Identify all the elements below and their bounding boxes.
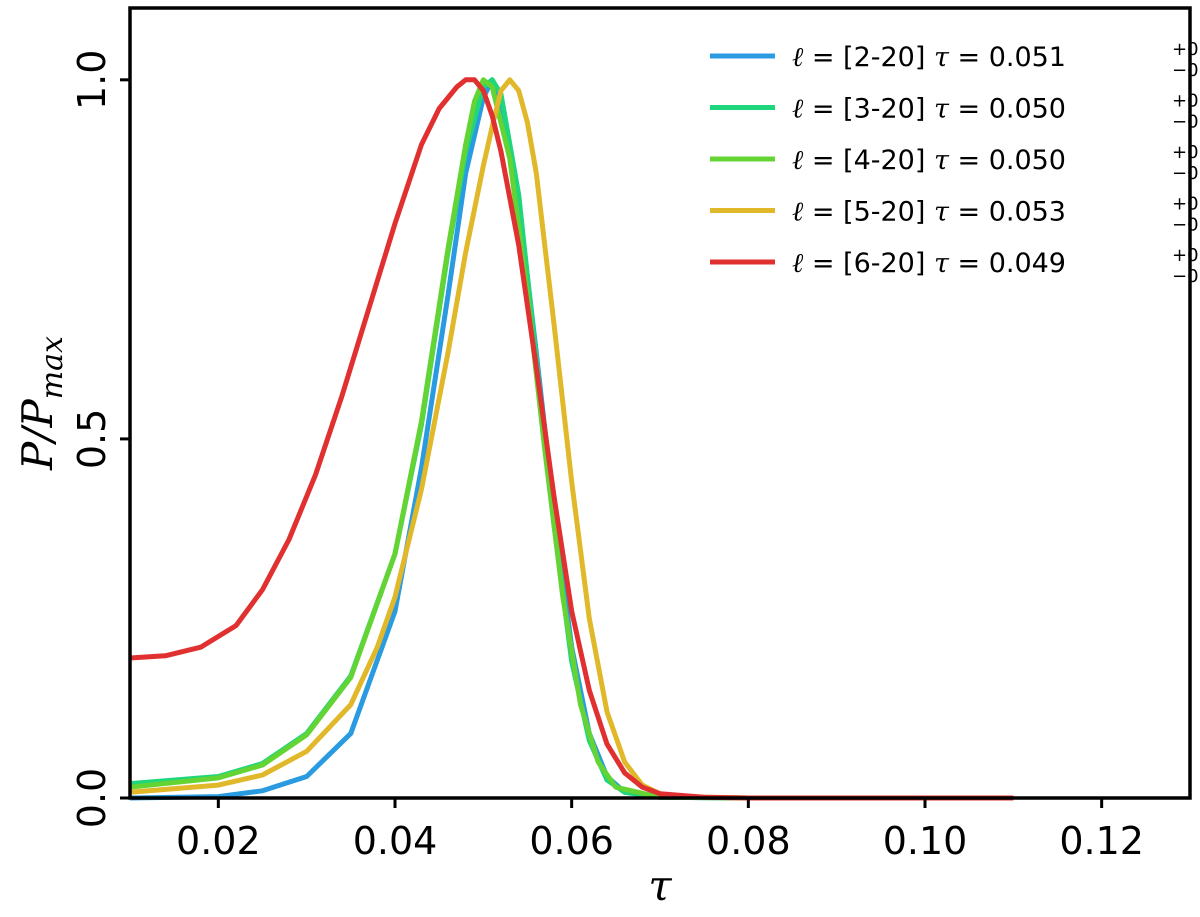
y-axis-label-base: P/P [13,399,62,471]
x-axis-label: τ [648,861,672,910]
series-line-3 [129,77,1014,801]
legend-label: ℓ = [3-20] τ = 0.050+0.006−0.007 [792,91,1200,133]
series-layer [129,77,1014,801]
x-tick-label: 0.02 [176,819,261,863]
legend-item-2: ℓ = [3-20] τ = 0.050+0.006−0.007 [710,91,1200,133]
x-tick-label: 0.04 [353,819,438,863]
legend: ℓ = [2-20] τ = 0.051+0.005−0.006 ℓ = [3-2… [710,39,1200,287]
legend-item-5: ℓ = [6-20] τ = 0.049+0.009−0.014 [710,245,1200,287]
legend-item-4: ℓ = [5-20] τ = 0.053+0.006−0.008 [710,194,1200,236]
x-axis-ticks: 0.02 0.04 0.06 0.08 0.10 0.12 [176,798,1144,863]
y-axis-label: P/Pmax [13,336,70,471]
x-tick-label: 0.06 [529,819,614,863]
x-tick-label: 0.12 [1059,819,1144,863]
y-tick-label: 1.0 [70,50,114,110]
x-tick-label: 0.10 [883,819,968,863]
legend-label: ℓ = [5-20] τ = 0.053+0.006−0.008 [792,194,1200,236]
series-line-5 [129,77,1014,801]
legend-label: ℓ = [2-20] τ = 0.051+0.005−0.006 [792,39,1200,81]
plot-frame [128,6,1192,800]
y-tick-label: 0.5 [70,409,114,469]
x-tick-label: 0.08 [706,819,791,863]
y-tick-label: 0.0 [70,768,114,828]
legend-item-1: ℓ = [2-20] τ = 0.051+0.005−0.006 [710,39,1200,81]
legend-item-3: ℓ = [4-20] τ = 0.050+0.006−0.008 [710,142,1200,184]
y-axis-label-sub: max [35,336,70,399]
legend-label: ℓ = [4-20] τ = 0.050+0.006−0.008 [792,142,1200,184]
legend-label: ℓ = [6-20] τ = 0.049+0.009−0.014 [792,245,1200,287]
y-axis-ticks: 0.0 0.5 1.0 [70,50,130,828]
